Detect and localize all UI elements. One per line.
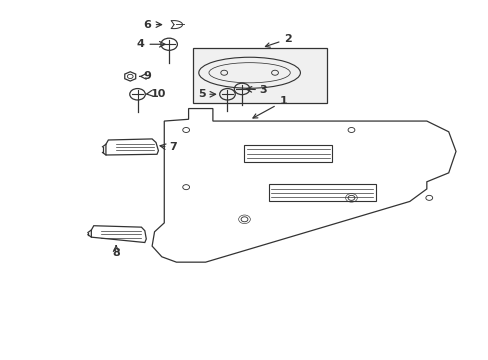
Text: 9: 9 — [143, 71, 151, 81]
Text: 2: 2 — [265, 34, 291, 47]
Text: 3: 3 — [259, 85, 266, 95]
Bar — [193, 48, 326, 103]
Text: 5: 5 — [198, 89, 205, 99]
Text: 6: 6 — [142, 19, 150, 30]
Text: 4: 4 — [137, 39, 144, 49]
Text: 8: 8 — [112, 248, 120, 258]
Text: 10: 10 — [151, 89, 166, 99]
Text: 1: 1 — [252, 96, 286, 118]
Text: 7: 7 — [169, 142, 177, 152]
